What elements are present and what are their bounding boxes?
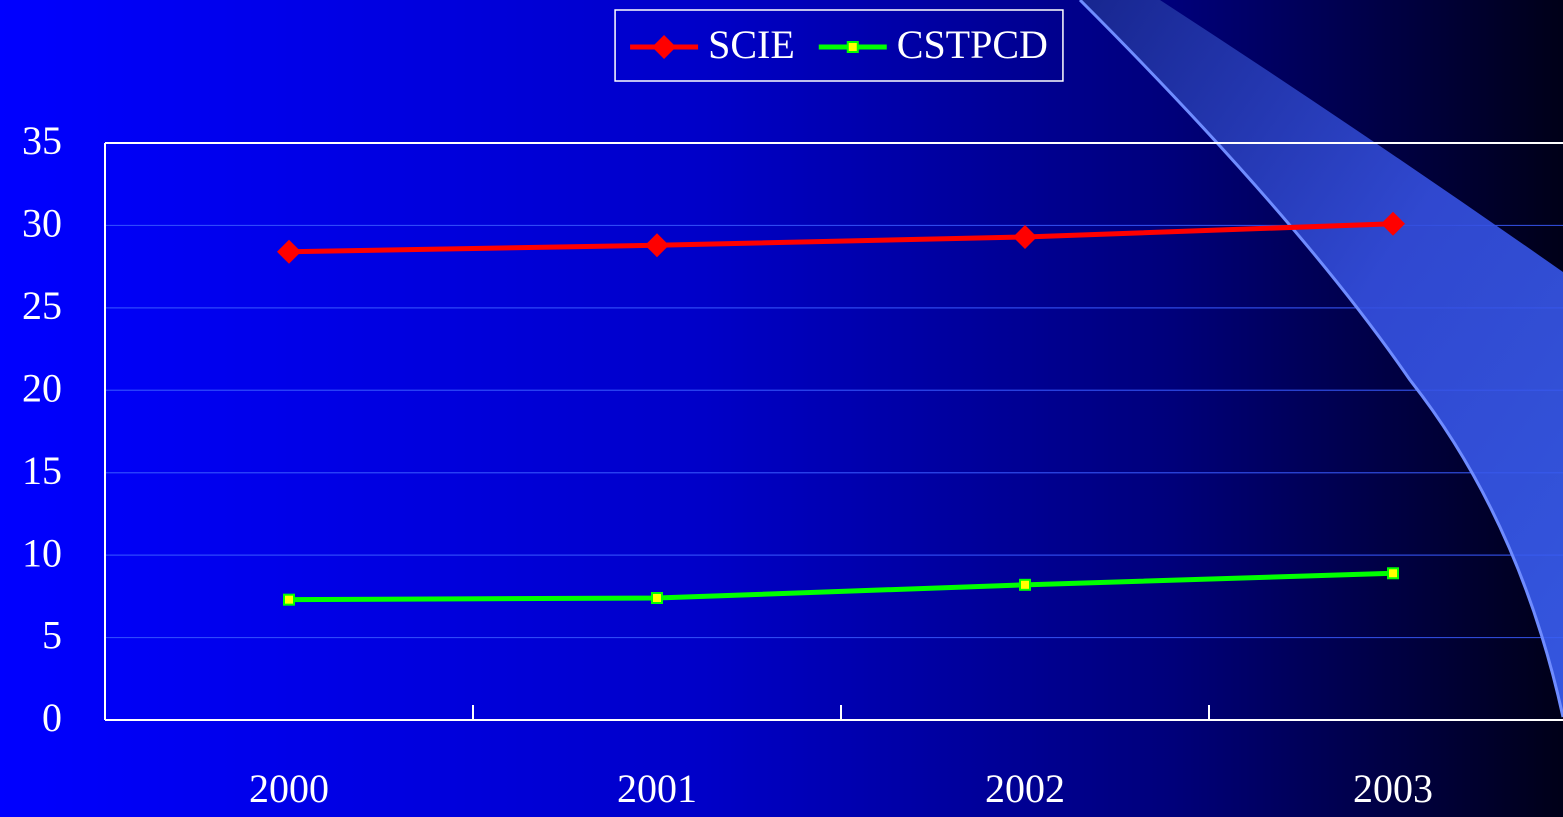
legend-label: SCIE [708,22,795,67]
y-tick-label: 30 [22,201,62,246]
x-tick-label: 2003 [1353,766,1433,811]
y-tick-label: 20 [22,365,62,410]
marker [846,41,859,53]
decoration-edge [1078,0,1563,718]
legend: SCIE CSTPCD [614,9,1064,82]
y-tick-label: 25 [22,283,62,328]
y-tick-label: 5 [42,613,62,658]
marker [277,239,301,264]
axes: 0 5 10 15 20 25 30 35 2000 2001 2002 2003 [22,118,1563,811]
marker [1013,224,1037,249]
y-tick-label: 0 [42,695,62,740]
plot-data [277,211,1405,606]
marker [652,35,677,59]
x-tick-label: 2001 [617,766,697,811]
marker [1381,211,1405,236]
series-line [288,221,1394,255]
legend-box [614,9,1064,82]
series-line [288,570,1394,603]
marker [1387,567,1399,580]
marker [651,592,663,605]
legend-label: CSTPCD [897,22,1048,67]
y-tick-label: 15 [22,448,62,493]
y-tick-label: 10 [22,530,62,575]
x-tick-label: 2000 [249,766,329,811]
marker [645,233,669,258]
x-tick-label: 2002 [985,766,1065,811]
marker [1019,578,1031,591]
marker [283,593,295,606]
y-tick-label: 35 [22,118,62,163]
